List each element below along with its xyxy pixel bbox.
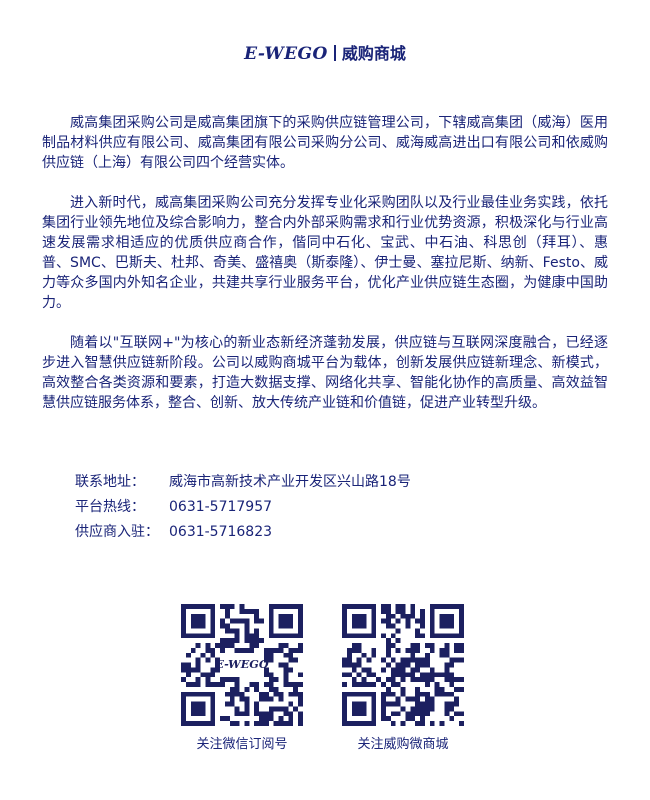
intro-text: 威高集团采购公司是威高集团旗下的采购供应链管理公司，下辖威高集团（威海）医用制品…	[42, 113, 608, 433]
intro-paragraph-1: 威高集团采购公司是威高集团旗下的采购供应链管理公司，下辖威高集团（威海）医用制品…	[42, 115, 608, 171]
header-title: 威购商城	[341, 44, 406, 63]
intro-paragraph-2: 进入新时代，威高集团采购公司充分发挥专业化采购团队以及行业最佳业务实践，依托集团…	[42, 195, 608, 311]
qr-caption-subscription: 关注微信订阅号	[196, 737, 288, 752]
page-header: E-WEGO 威购商城	[0, 40, 650, 64]
contact-supplier-row: 供应商入驻： 0631-5716823	[75, 520, 411, 545]
wechat-subscription-qr-code[interactable]: E-WEGO	[181, 604, 303, 726]
qr-center-logo: E-WEGO	[214, 657, 269, 671]
contact-hotline-row: 平台热线： 0631-5717957	[75, 495, 411, 520]
address-value: 威海市高新技术产业开发区兴山路18号	[169, 474, 411, 490]
brand-logo: E-WEGO	[244, 44, 328, 64]
contact-address-row: 联系地址： 威海市高新技术产业开发区兴山路18号	[75, 470, 411, 495]
contact-info: 联系地址： 威海市高新技术产业开发区兴山路18号 平台热线： 0631-571795…	[75, 470, 411, 545]
hotline-value: 0631-5717957	[169, 499, 273, 515]
wechat-mall-qr-code[interactable]	[342, 604, 464, 726]
qr-caption-mall: 关注威购微商城	[357, 737, 449, 752]
header-divider	[333, 45, 336, 61]
intro-paragraph-3: 随着以"互联网+"为核心的新业态新经济蓬勃发展，供应链与互联网深度融合，已经逐步…	[42, 335, 608, 411]
supplier-label: 供应商入驻：	[75, 524, 159, 540]
qr-block-subscription: E-WEGO 关注微信订阅号	[172, 604, 312, 754]
supplier-value: 0631-5716823	[169, 524, 273, 540]
qr-block-mall: 关注威购微商城	[333, 604, 473, 754]
address-label: 联系地址：	[75, 474, 145, 490]
hotline-label: 平台热线：	[75, 499, 145, 515]
